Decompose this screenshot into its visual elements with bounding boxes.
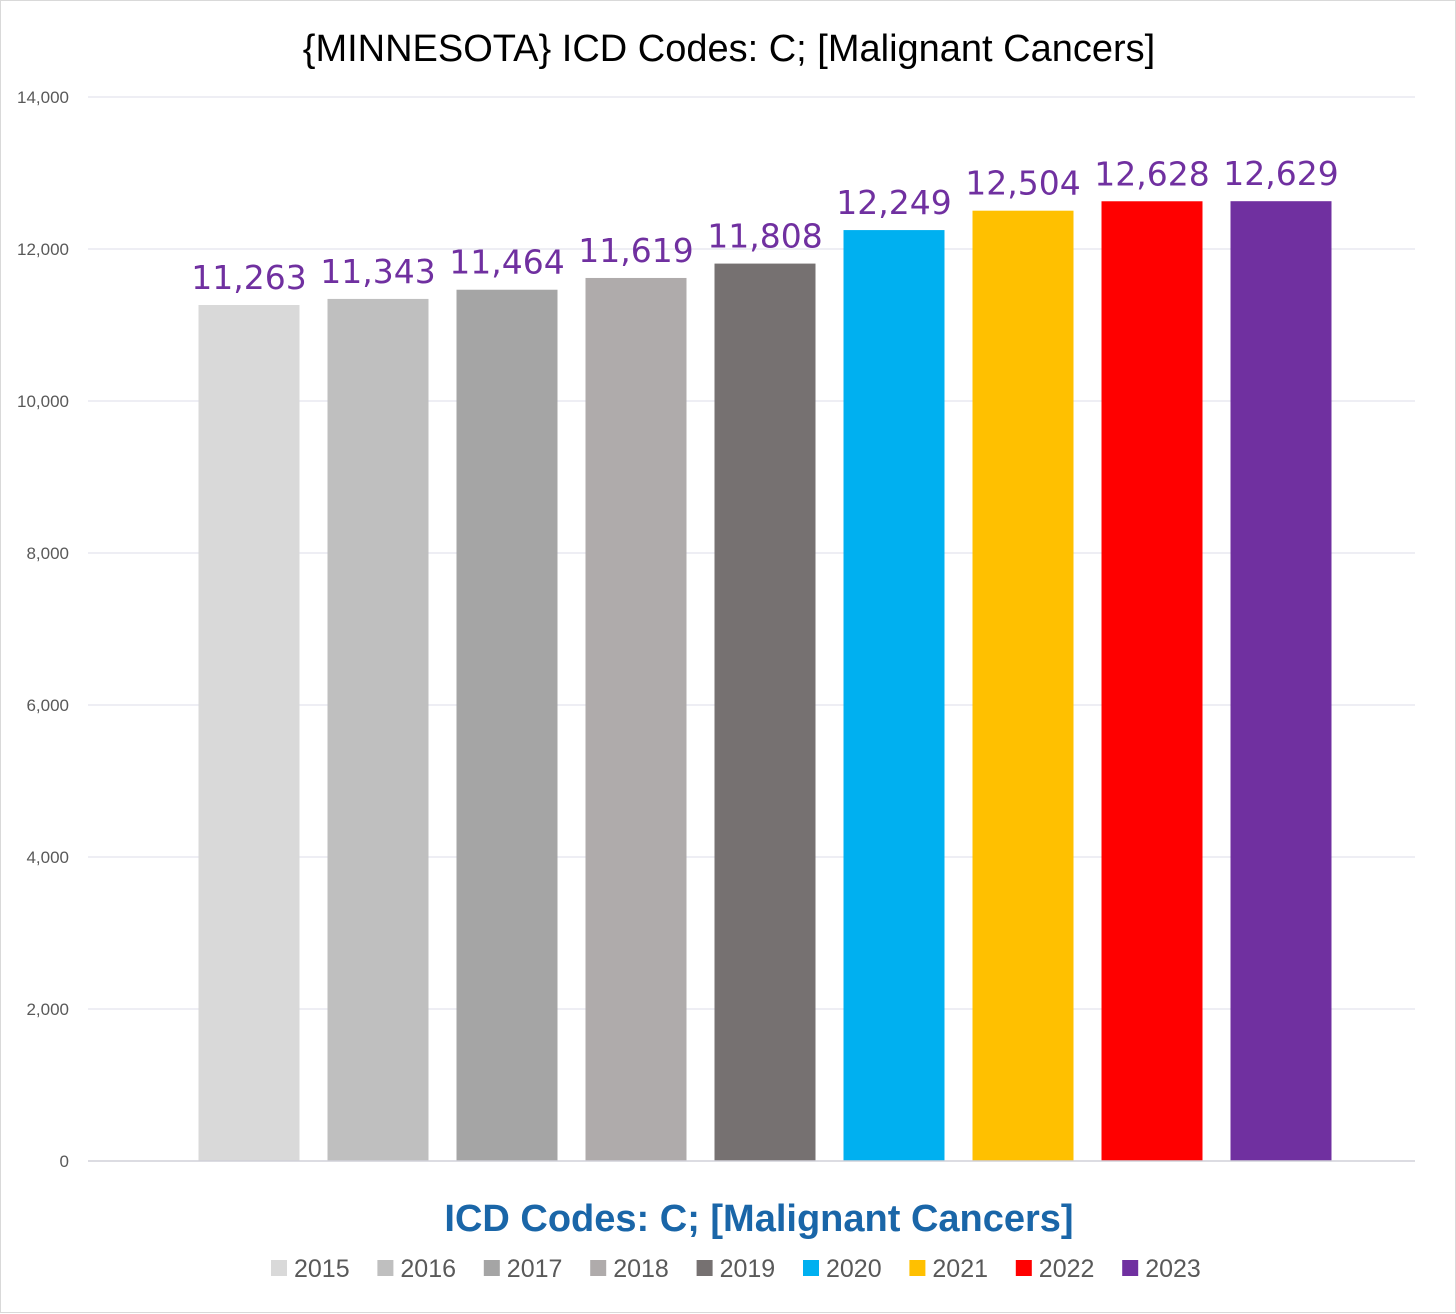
legend-item-2019: 2019 (696, 1255, 776, 1283)
legend-swatch (1122, 1260, 1139, 1276)
x-axis-title: ICD Codes: C; [Malignant Cancers] (444, 1198, 1073, 1240)
legend-label: 2019 (720, 1255, 776, 1283)
y-tick-label: 14,000 (17, 88, 69, 107)
bars (198, 201, 1332, 1162)
legend-item-2023: 2023 (1122, 1255, 1201, 1283)
bar-2019 (714, 263, 816, 1161)
legend-item-2017: 2017 (483, 1255, 563, 1283)
legend-swatch (590, 1260, 607, 1276)
legend-label: 2023 (1145, 1255, 1201, 1283)
y-tick-label: 2,000 (26, 1000, 69, 1019)
legend-label: 2021 (932, 1255, 988, 1283)
data-label-2020: 12,249 (836, 183, 951, 222)
legend-item-2020: 2020 (803, 1255, 882, 1283)
y-tick-label: 8,000 (26, 544, 69, 563)
legend-swatch (377, 1260, 394, 1276)
chart-title: {MINNESOTA} ICD Codes: C; [Malignant Can… (303, 28, 1155, 70)
data-label-2023: 12,629 (1223, 154, 1338, 193)
data-label-2018: 11,619 (578, 231, 693, 270)
data-label-2016: 11,343 (320, 252, 435, 291)
bar-2017 (456, 289, 558, 1162)
data-label-2022: 12,628 (1094, 154, 1209, 193)
data-label-2015: 11,263 (191, 258, 306, 297)
legend-item-2015: 2015 (271, 1255, 350, 1283)
legend-swatch (803, 1260, 819, 1276)
bar-2020 (843, 230, 945, 1162)
legend-swatch (1015, 1260, 1032, 1276)
legend-item-2021: 2021 (909, 1255, 988, 1283)
legend-label: 2016 (400, 1255, 456, 1283)
bar-2023 (1230, 201, 1332, 1162)
legend: 2015 2016 2017 2018 2019 2020 2021 2022 2023 (271, 1255, 1201, 1283)
legend-swatch (271, 1260, 287, 1276)
legend-label: 2020 (826, 1255, 882, 1283)
legend-swatch (696, 1260, 713, 1276)
y-tick-label: 12,000 (17, 240, 69, 259)
bar-2016 (327, 298, 429, 1161)
bar-2022 (1101, 201, 1203, 1162)
y-tick-label: 6,000 (26, 696, 69, 715)
y-tick-label: 10,000 (17, 392, 69, 411)
y-tick-label: 0 (60, 1152, 69, 1171)
legend-item-2022: 2022 (1015, 1255, 1095, 1283)
bar-2021 (972, 210, 1074, 1162)
legend-label: 2022 (1039, 1255, 1095, 1283)
legend-label: 2015 (294, 1255, 350, 1283)
y-tick-label: 4,000 (26, 848, 69, 867)
legend-item-2016: 2016 (377, 1255, 456, 1283)
legend-label: 2018 (613, 1255, 669, 1283)
y-axis-ticks: 0 2,000 4,000 6,000 8,000 10,000 12,000 14,000 (17, 88, 69, 1171)
data-label-2019: 11,808 (707, 217, 822, 256)
legend-item-2018: 2018 (590, 1255, 669, 1283)
data-label-2021: 12,504 (965, 164, 1080, 203)
bar-2015 (198, 305, 300, 1162)
data-label-2017: 11,464 (449, 243, 564, 282)
bar-2018 (585, 277, 687, 1161)
data-labels: 11,263 11,343 11,464 11,619 11,808 12,249 12,5… (191, 154, 1338, 297)
legend-swatch (909, 1260, 926, 1276)
legend-label: 2017 (507, 1255, 563, 1283)
legend-swatch (483, 1260, 500, 1276)
